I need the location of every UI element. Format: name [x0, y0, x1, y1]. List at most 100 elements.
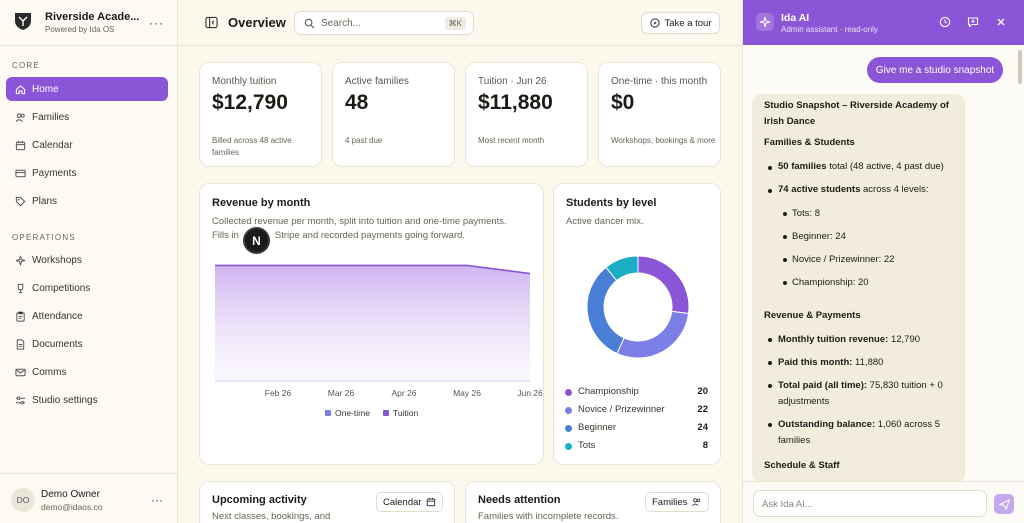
sidebar-item-comms[interactable]: Comms: [6, 360, 168, 384]
bullet: [783, 212, 787, 216]
chat-title: Ida AI: [781, 12, 810, 24]
search-input[interactable]: Search... ⌘K: [294, 11, 474, 35]
sidebar-item-families[interactable]: Families: [6, 105, 168, 129]
students-by-level-card: Students by level Active dancer mix.: [553, 183, 721, 465]
calendar-button[interactable]: Calendar: [376, 492, 443, 512]
legend-value: 8: [702, 440, 708, 451]
sidebar-item-label: Comms: [32, 366, 67, 378]
sidebar-item-calendar[interactable]: Calendar: [6, 133, 168, 157]
upcoming-activity-card: Upcoming activity Next classes, bookings…: [199, 481, 455, 523]
legend-dot: [565, 407, 572, 414]
calendar-button-label: Calendar: [383, 496, 422, 508]
chat-scrollbar[interactable]: [1018, 50, 1022, 84]
students-donut-chart: [586, 255, 690, 359]
new-chat-icon[interactable]: [967, 16, 979, 28]
legend-label: Tuition: [393, 408, 418, 418]
more-icon[interactable]: ···: [149, 16, 164, 30]
more-icon[interactable]: ···: [151, 493, 163, 507]
ida-sparkle-icon: [756, 13, 774, 31]
sidebar-item-attendance[interactable]: Attendance: [6, 304, 168, 328]
sidebar-item-label: Studio settings: [32, 394, 98, 406]
sidebar-item-studio-settings[interactable]: Studio settings: [6, 388, 168, 412]
sidebar-item-label: Payments: [32, 167, 77, 179]
calendar-icon: [15, 140, 26, 151]
chat-header: Ida AI Admin assistant · read-only: [743, 0, 1024, 45]
reply-section: Schedule & Staff: [764, 460, 840, 471]
bullet: [783, 235, 787, 239]
reply-line: Outstanding balance: 1,060 across 5: [778, 419, 940, 430]
legend-value: 20: [697, 386, 708, 397]
sidebar-item-label: Families: [32, 111, 70, 123]
brand-header: Riverside Acade... Powered by Ida OS ···: [0, 0, 178, 46]
reply-text: 1,060 across 5: [875, 419, 941, 430]
legend-dot: [565, 443, 572, 450]
sidebar-item-label: Documents: [32, 338, 83, 350]
sidebar: Riverside Acade... Powered by Ida OS ···…: [0, 0, 178, 523]
legend-dot: [565, 425, 572, 432]
tuition-line: [215, 264, 531, 275]
crest-logo: [14, 11, 32, 31]
reply-text: across 4 levels:: [860, 184, 929, 195]
revenue-subtitle-line2b: Stripe and recorded payments going forwa…: [274, 230, 466, 241]
top-bar: Overview Search... ⌘K Take a tour: [178, 0, 742, 46]
ida-ai-panel: Ida AI Admin assistant · read-only Give …: [742, 0, 1024, 523]
tuition-area: [215, 265, 530, 381]
stat-value: $11,880: [478, 91, 553, 114]
donut-slice-championship: [637, 255, 690, 315]
sidebar-item-documents[interactable]: Documents: [6, 332, 168, 356]
bullet: [768, 384, 772, 388]
panel-toggle-icon[interactable]: [205, 16, 218, 29]
x-tick-label: Apr 26: [391, 388, 416, 398]
calendar-icon: [426, 497, 436, 507]
reply-text: 12,790: [888, 334, 921, 345]
stat-card-tuition-jun: Tuition · Jun 26 $11,880 Most recent mon…: [465, 62, 588, 167]
account-footer[interactable]: DO Demo Owner demo@idaos.co ···: [0, 473, 178, 523]
stat-card-monthly-tuition: Monthly tuition $12,790 Billed across 48…: [199, 62, 322, 167]
stat-label: Active families: [345, 76, 409, 87]
donut-slice-beginner: [586, 266, 625, 355]
send-button[interactable]: [994, 494, 1014, 514]
sidebar-item-competitions[interactable]: Competitions: [6, 276, 168, 300]
revenue-card: Revenue by month Collected revenue per m…: [199, 183, 544, 465]
stat-value: 48: [345, 91, 369, 114]
history-icon[interactable]: [939, 16, 951, 28]
sidebar-item-plans[interactable]: Plans: [6, 189, 168, 213]
sidebar-item-payments[interactable]: Payments: [6, 161, 168, 185]
legend-dot: [565, 389, 572, 396]
stat-card-one-time: One-time · this month $0 Workshops, book…: [598, 62, 721, 167]
legend-value: 22: [697, 404, 708, 415]
reply-text: total (48 active, 4 past due): [826, 161, 944, 172]
stat-label: Monthly tuition: [212, 76, 277, 87]
sidebar-item-home[interactable]: Home: [6, 77, 168, 101]
reply-line: Total paid (all time): 75,830 tuition + …: [778, 380, 943, 391]
upcoming-title: Upcoming activity: [212, 494, 307, 506]
sidebar-item-label: Plans: [32, 195, 58, 207]
sidebar-item-label: Calendar: [32, 139, 73, 151]
sidebar-item-label: Competitions: [32, 282, 91, 294]
reply-line-cont: families: [778, 435, 811, 446]
bullet: [783, 258, 787, 262]
section-core-label: CORE: [12, 61, 40, 70]
legend-value: 24: [697, 422, 708, 433]
sidebar-item-label: Attendance: [32, 310, 83, 322]
take-tour-button[interactable]: Take a tour: [641, 12, 720, 34]
take-tour-label: Take a tour: [664, 17, 712, 29]
sidebar-item-workshops[interactable]: Workshops: [6, 248, 168, 272]
upcoming-subtitle: Next classes, bookings, and: [212, 511, 331, 522]
trophy-icon: [15, 283, 26, 294]
reply-bold: Paid this month:: [778, 357, 853, 368]
clipboard-icon: [15, 311, 26, 322]
donut-slice-novice-prizewinner: [616, 310, 690, 359]
sidebar-item-label: Home: [32, 83, 59, 95]
reply-heading-cont: Irish Dance: [764, 116, 816, 127]
stat-label: One-time · this month: [611, 76, 708, 87]
owner-email: demo@idaos.co: [41, 502, 103, 512]
chat-input[interactable]: Ask Ida AI...: [753, 490, 987, 517]
users-icon: [15, 112, 26, 123]
search-shortcut: ⌘K: [444, 17, 466, 30]
families-button[interactable]: Families: [645, 492, 710, 512]
close-icon[interactable]: [995, 16, 1007, 28]
next-dev-indicator-icon[interactable]: N: [243, 227, 270, 254]
reply-bold: Outstanding balance:: [778, 419, 876, 430]
home-icon: [15, 84, 26, 95]
